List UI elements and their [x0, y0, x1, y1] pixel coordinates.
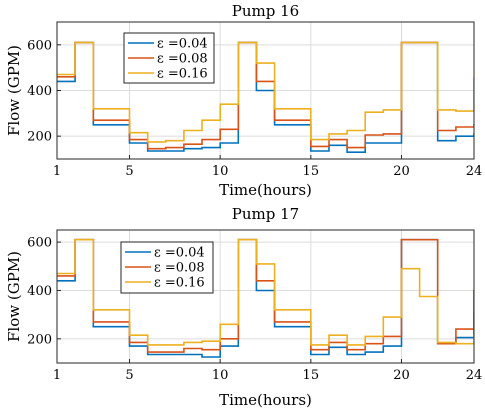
y-tick-label: 600	[27, 38, 52, 53]
legend: ε =0.04ε =0.08ε =0.16	[120, 241, 214, 294]
legend-label-1: ε =0.04	[157, 37, 208, 52]
y-axis-label: Flow (GPM)	[5, 251, 23, 342]
legend-label-3: ε =0.16	[154, 276, 205, 291]
x-tick-label: 20	[393, 368, 410, 383]
x-tick-label: 1	[53, 164, 61, 179]
grid-lines	[56, 230, 475, 363]
y-tick-label: 600	[27, 236, 52, 251]
legend-label-2: ε =0.08	[154, 261, 205, 276]
x-tick-label: 15	[303, 164, 320, 179]
x-tick-label: 24	[466, 368, 483, 383]
chart-title: Pump 16	[232, 2, 299, 20]
x-tick-label: 5	[125, 368, 133, 383]
axes-box	[56, 229, 475, 364]
legend: ε =0.04ε =0.08ε =0.16	[123, 32, 215, 84]
x-tick-label: 10	[212, 368, 229, 383]
x-axis-label: Time(hours)	[219, 391, 312, 409]
series-group	[57, 41, 474, 153]
y-tick-label: 400	[27, 84, 52, 99]
y-tick-label: 200	[27, 130, 52, 145]
x-tick-label: 20	[393, 164, 410, 179]
x-tick-label: 10	[212, 164, 229, 179]
x-tick-label: 24	[466, 164, 483, 179]
y-axis-label: Flow (GPM)	[5, 45, 23, 136]
x-tick-label: 5	[125, 164, 133, 179]
series-line-2	[57, 41, 474, 150]
x-tick-label: 15	[303, 368, 320, 383]
y-tick-label: 400	[27, 284, 52, 299]
series-line-3	[57, 41, 474, 143]
chart-title: Pump 17	[232, 205, 299, 223]
series-group	[57, 238, 474, 358]
legend-label-3: ε =0.16	[157, 67, 208, 82]
x-axis-label: Time(hours)	[219, 181, 312, 199]
x-tick-label: 1	[53, 368, 61, 383]
legend-label-1: ε =0.04	[154, 246, 205, 261]
y-tick-label: 200	[27, 332, 52, 347]
legend-label-2: ε =0.08	[157, 52, 208, 67]
series-line-3	[57, 238, 474, 346]
